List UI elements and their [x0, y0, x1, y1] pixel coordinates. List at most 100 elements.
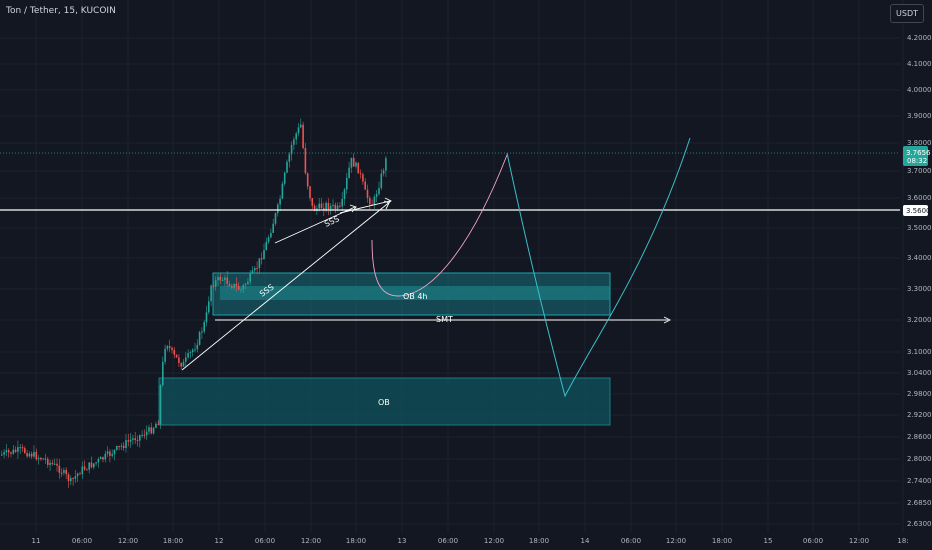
candle-body — [104, 453, 107, 460]
candle-body — [106, 451, 109, 454]
y-tick-label: 2.6300 — [907, 520, 932, 528]
candle-body — [385, 158, 387, 171]
candle-body — [86, 469, 88, 471]
candle-body — [359, 173, 362, 175]
time-axis[interactable]: 11 06:00 12:00 18:00 12 06:00 12:00 18:00 13 06:0… — [32, 537, 909, 545]
candle-body — [1, 454, 3, 456]
candle-body — [288, 154, 291, 162]
candle-body — [65, 469, 67, 475]
y-tick-label: 2.9800 — [907, 390, 932, 398]
candle-body — [95, 462, 97, 464]
candle-body — [297, 127, 300, 134]
candle-body — [304, 147, 307, 174]
candle-body — [157, 423, 159, 425]
y-tick-label: 2.6850 — [907, 499, 932, 507]
candle-body — [76, 473, 79, 477]
candle-body — [318, 203, 320, 209]
candle-body — [35, 451, 38, 460]
candle-body — [152, 427, 155, 434]
x-tick-label: 18:00 — [712, 537, 732, 545]
candle-body — [281, 183, 284, 199]
candle-body — [88, 462, 90, 470]
candle-body — [357, 162, 360, 174]
x-tick-label: 18:00 — [529, 537, 549, 545]
drawings — [0, 137, 900, 398]
candle-body — [309, 186, 311, 199]
candle-body — [263, 250, 265, 260]
candle-body — [28, 453, 31, 457]
candle-body — [247, 281, 249, 285]
candle-body — [254, 268, 256, 271]
candle-body — [295, 133, 297, 140]
candle-body — [329, 205, 332, 210]
candle-body — [201, 331, 203, 333]
ob-label: OB — [378, 398, 390, 407]
candle-body — [51, 462, 54, 465]
candle-body — [120, 445, 123, 447]
y-tick-label: 4.0000 — [907, 86, 932, 94]
trendline-upper-arrowhead — [349, 204, 357, 213]
candle-body — [40, 457, 42, 460]
candle-body — [56, 463, 58, 466]
candle-body — [189, 352, 192, 354]
y-tick-label: 3.0400 — [907, 369, 932, 377]
candle-body — [375, 194, 378, 197]
candle-body — [369, 197, 371, 205]
candle-body — [180, 363, 182, 367]
candle-body — [111, 454, 113, 456]
x-tick-label: 12:00 — [666, 537, 686, 545]
candle-body — [279, 198, 281, 205]
candle-body — [283, 172, 286, 184]
symbol-title[interactable]: Ton / Tether, 15, KUCOIN — [6, 6, 116, 16]
candle-body — [203, 322, 205, 332]
smt-arrowhead — [663, 316, 672, 324]
candle-body — [139, 435, 141, 441]
x-tick-label: 06:00 — [621, 537, 641, 545]
price-axis[interactable]: 4.2000 4.1000 4.0000 3.9000 3.8000 3.7000 3.60… — [907, 34, 932, 528]
candle-body — [185, 357, 187, 362]
candle-body — [122, 445, 125, 448]
projection-pink[interactable] — [371, 154, 508, 297]
y-tick-label: 3.8000 — [907, 139, 932, 147]
trendline-mid[interactable] — [339, 200, 391, 214]
candle-body — [166, 346, 169, 349]
candle-body — [212, 285, 215, 287]
candle-body — [240, 289, 242, 291]
candle-body — [251, 270, 254, 274]
projection-cyan[interactable] — [506, 137, 691, 398]
candle-body — [173, 349, 176, 355]
candle-body — [228, 283, 231, 287]
y-tick-label: 4.1000 — [907, 60, 932, 68]
candle-body — [129, 439, 132, 442]
candle-body — [132, 438, 134, 440]
x-tick-label: 06:00 — [803, 537, 823, 545]
candle-body — [343, 189, 346, 200]
currency-button[interactable]: USDT — [890, 4, 924, 23]
candle-body — [348, 167, 350, 178]
candle-body — [194, 349, 196, 351]
candle-body — [42, 458, 44, 460]
candle-body — [272, 223, 274, 233]
trendline-lower[interactable] — [181, 204, 387, 371]
candle-body — [341, 199, 343, 207]
candle-body — [49, 462, 51, 465]
candle-body — [226, 277, 228, 284]
candle-body — [175, 354, 178, 358]
candle-body — [19, 447, 21, 449]
chart-grid — [0, 0, 904, 532]
candle-body — [125, 440, 127, 448]
ob-zone[interactable] — [158, 377, 611, 426]
y-tick-label: 3.9000 — [907, 112, 932, 120]
candle-body — [109, 451, 111, 456]
y-tick-label: 3.5000 — [907, 224, 932, 232]
candle-body — [320, 203, 323, 209]
candle-body — [380, 173, 383, 189]
candle-body — [159, 385, 162, 425]
candle-body — [300, 124, 302, 128]
candle-body — [371, 204, 373, 206]
y-tick-label: 3.6000 — [907, 194, 932, 202]
candle-body — [244, 284, 247, 286]
candle-body — [198, 332, 201, 345]
candle-body — [33, 451, 35, 457]
